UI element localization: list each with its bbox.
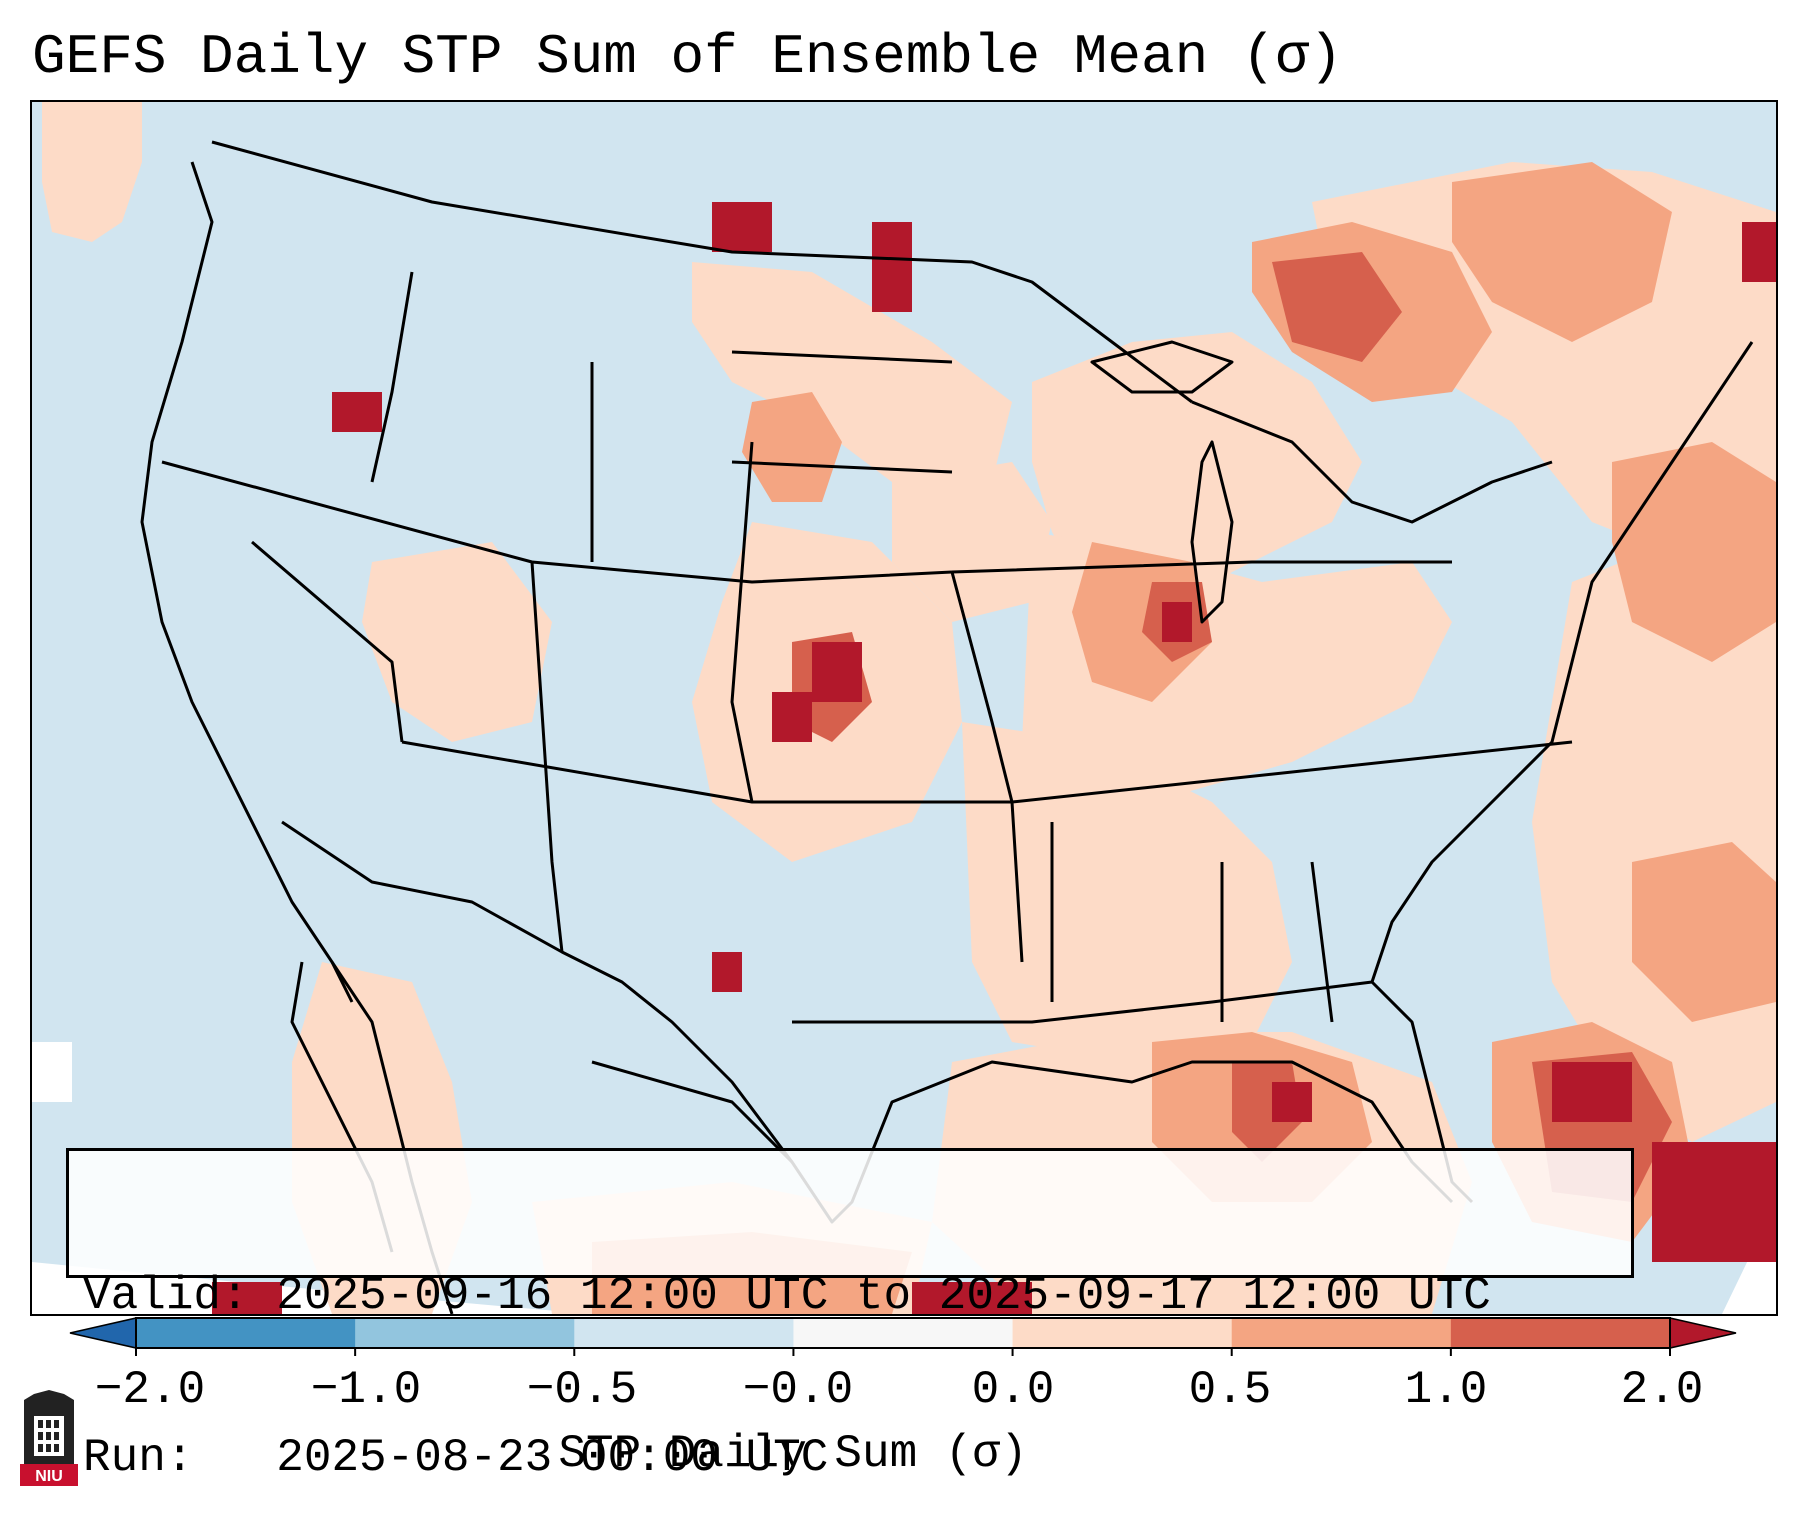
state-line-2	[370, 271, 414, 483]
niu-logo-icon: NIU	[20, 1390, 78, 1486]
colorbar-outline	[135, 1317, 1671, 1349]
state-line-6	[531, 560, 953, 584]
state-line-5	[730, 441, 754, 803]
anomaly-medium-atlantic-se	[1632, 842, 1776, 1022]
coastline-west	[140, 161, 354, 1003]
run-time-line: Run: 2025-08-23 00:00 UTC	[83, 1432, 829, 1484]
projection-edge-right	[1722, 1202, 1776, 1314]
anomaly-patch-southeast	[962, 722, 1292, 1062]
anomaly-max-texas	[712, 952, 742, 992]
projection-edge	[32, 1262, 592, 1314]
anomaly-max-quebec	[1742, 222, 1776, 282]
colorbar-tick-label-2: −0.5	[526, 1364, 638, 1416]
state-line-8	[1011, 740, 1573, 804]
anomaly-max-bahamas	[1552, 1062, 1632, 1122]
state-line-11	[1310, 861, 1334, 1023]
colorbar-segment-5	[1231, 1318, 1452, 1348]
colorbar-segment-1	[355, 1318, 575, 1348]
anomaly-near-zero-pacific	[32, 1042, 72, 1102]
anomaly-medium-quebec	[1452, 162, 1672, 342]
valid-time-info-box: Valid: 2025-09-16 12:00 UTC to 2025-09-1…	[66, 1148, 1634, 1484]
state-line-12	[951, 560, 1452, 574]
map-panel[interactable]	[30, 100, 1778, 1316]
colorbar-segment-2	[574, 1318, 794, 1348]
anomaly-max-cuba	[1652, 1142, 1776, 1262]
anomaly-medium-atlantic	[1612, 442, 1776, 662]
map-title: GEFS Daily STP Sum of Ensemble Mean (σ)	[32, 25, 1343, 89]
anomaly-max-idaho	[332, 392, 382, 432]
state-line-14	[731, 460, 953, 474]
anomaly-max-montana	[712, 202, 772, 252]
colorbar-tick-label-6: 1.0	[1404, 1364, 1488, 1416]
colorbar	[69, 1317, 1737, 1356]
canada-us-border	[211, 140, 1193, 404]
anomaly-patch-great-basin	[362, 542, 552, 742]
colorbar-tick-label-3: −0.0	[742, 1364, 854, 1416]
colorbar-segment-0	[136, 1318, 356, 1348]
colorbar-segment-3	[793, 1318, 1014, 1348]
anomaly-max-kansas	[812, 642, 862, 702]
anomaly-max-illinois	[1162, 602, 1192, 642]
niu-logo-text: NIU	[35, 1468, 63, 1485]
state-line-1	[161, 460, 533, 564]
border-great-lakes	[1191, 400, 1553, 524]
anomaly-max-mexico-s	[912, 1282, 1032, 1314]
state-line-7	[950, 571, 1024, 963]
colorbar-tick-label-4: 0.0	[971, 1364, 1055, 1416]
anomaly-max-oklahoma	[772, 692, 812, 742]
anomaly-patch-northern-plains	[692, 262, 1012, 482]
state-line-15	[792, 980, 1373, 1024]
lake-superior	[1090, 340, 1234, 394]
colorbar-segment-4	[1012, 1318, 1233, 1348]
anomaly-max-gulf	[1272, 1082, 1312, 1122]
east-coast	[1370, 341, 1754, 983]
lake-michigan	[1190, 440, 1234, 624]
colorbar-tick-label-5: 0.5	[1188, 1364, 1272, 1416]
colorbar-segment-6	[1450, 1318, 1671, 1348]
colorbar-extend-low	[69, 1317, 137, 1349]
anomaly-patch-pacific-nw	[42, 102, 142, 242]
colorbar-tick-label-7: 2.0	[1620, 1364, 1704, 1416]
colorbar-label: STP Daily Sum (σ)	[558, 1428, 1028, 1480]
valid-time-line: Valid: 2025-09-16 12:00 UTC to 2025-09-1…	[83, 1270, 1491, 1322]
anomaly-max-north-dakota	[872, 222, 912, 312]
anomaly-medium-south-dakota	[742, 392, 842, 502]
anomaly-strong-ontario	[1272, 252, 1402, 362]
state-line-17	[251, 540, 404, 743]
anomaly-max-mexico-sw	[212, 1282, 282, 1314]
colorbar-extend-high	[1669, 1317, 1737, 1349]
us-mexico-border	[281, 820, 794, 1163]
colorbar-tick-label-0: −2.0	[94, 1364, 206, 1416]
colorbar-tick-label-1: −1.0	[310, 1364, 422, 1416]
state-line-13	[731, 350, 953, 364]
map-canvas[interactable]	[32, 102, 1776, 1314]
state-line-3	[530, 561, 564, 953]
anomaly-patch-midwest	[892, 462, 1052, 622]
